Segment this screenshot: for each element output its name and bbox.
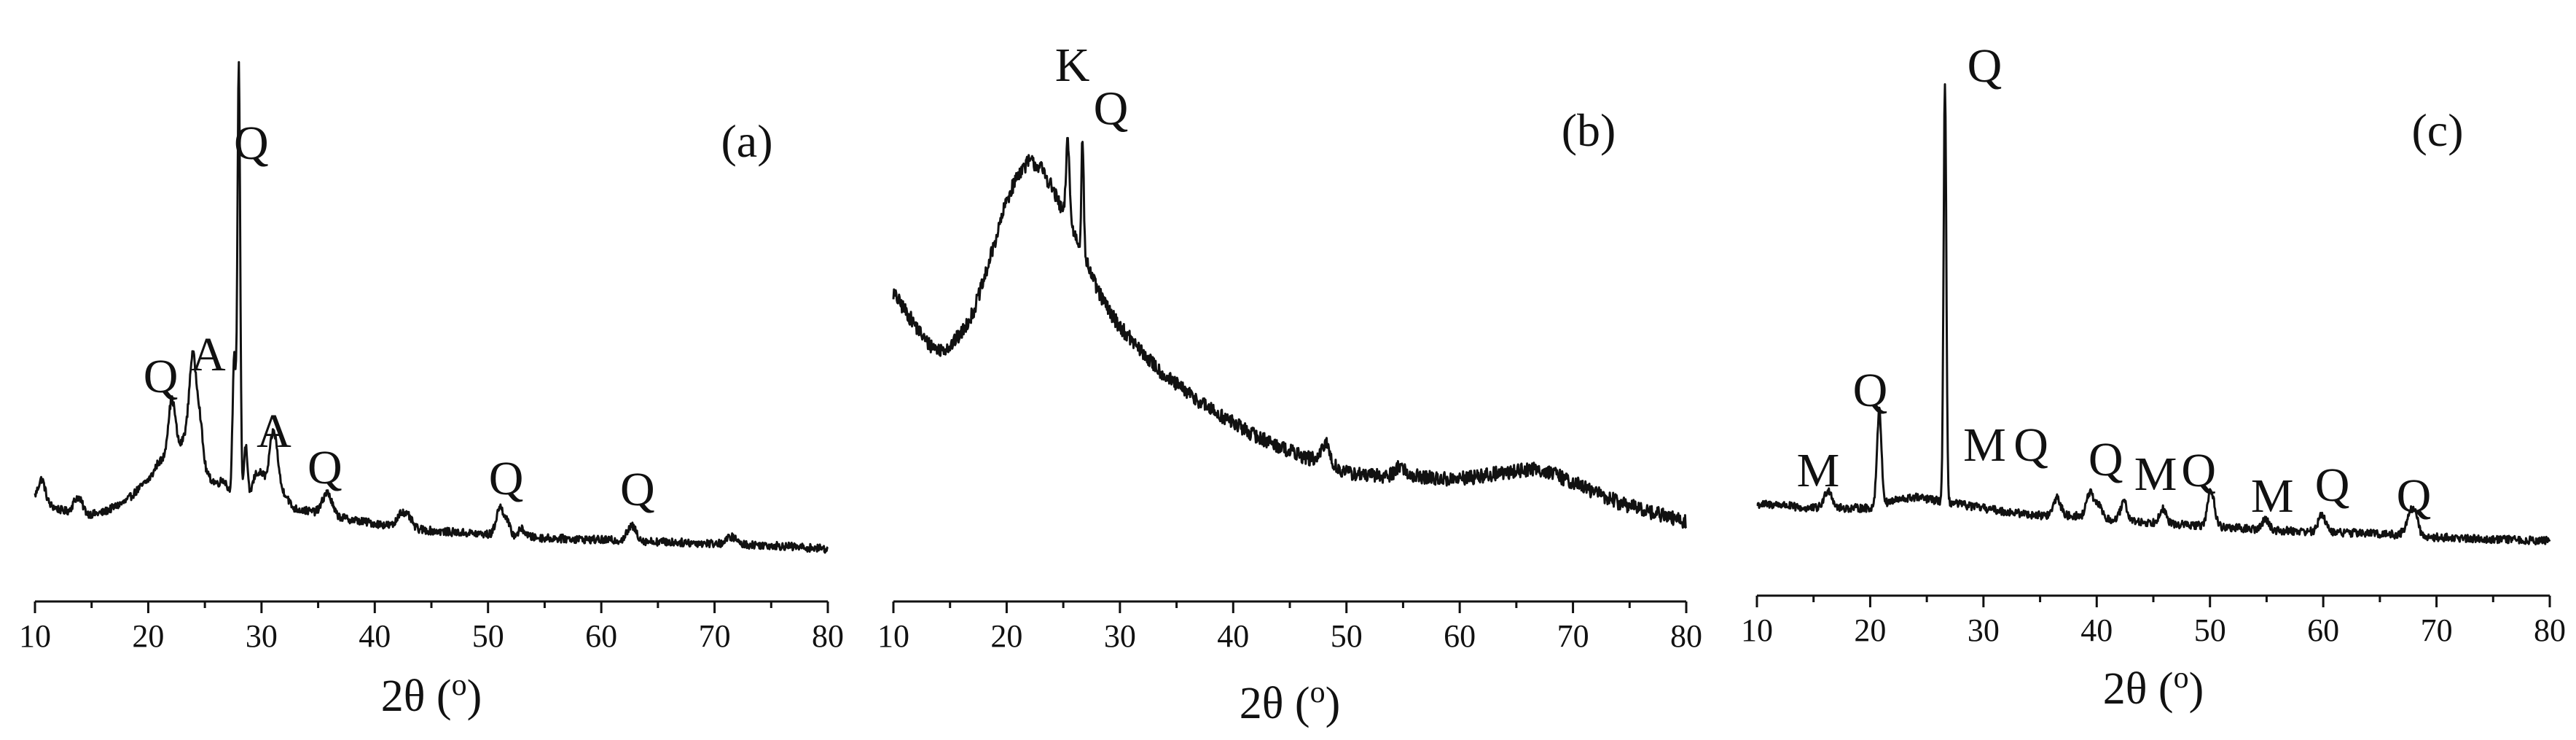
x-tick-label: 80 xyxy=(812,618,844,654)
x-tick-label: 40 xyxy=(359,618,391,654)
peak-label: A xyxy=(257,405,291,458)
peak-label: Q xyxy=(1968,39,2003,93)
peak-label: Q xyxy=(144,350,179,403)
peak-label: A xyxy=(191,328,226,381)
peak-label: M xyxy=(1963,418,2006,472)
x-tick-label: 30 xyxy=(1104,618,1136,654)
x-tick-label: 30 xyxy=(246,618,278,654)
x-tick-label: 10 xyxy=(1741,612,1773,648)
panel-label: (a) xyxy=(721,115,772,167)
x-tick-label: 50 xyxy=(472,618,504,654)
peak-label: Q xyxy=(308,441,342,494)
x-tick-label: 70 xyxy=(699,618,731,654)
peak-label: Q xyxy=(2397,470,2432,523)
x-tick-label: 60 xyxy=(585,618,617,654)
xrd-trace xyxy=(1756,83,2551,546)
x-tick-label: 10 xyxy=(877,618,909,654)
xrd-trace xyxy=(892,136,1688,529)
x-tick-label: 20 xyxy=(132,618,164,654)
x-tick-label: 20 xyxy=(990,618,1022,654)
x-tick-label: 40 xyxy=(2080,612,2113,648)
x-tick-label: 50 xyxy=(1331,618,1363,654)
x-tick-label: 10 xyxy=(19,618,51,654)
x-tick-label: 40 xyxy=(1217,618,1249,654)
xrd-trace xyxy=(34,61,829,554)
panel-b: 10 20 30 40 50 60 70 80 2θ (o) KQ (b) xyxy=(877,39,1702,728)
peak-label: Q xyxy=(2181,444,2216,497)
panel-label: (c) xyxy=(2411,104,2463,156)
x-tick-label: 80 xyxy=(1670,618,1702,654)
x-tick-label: 60 xyxy=(1444,618,1476,654)
x-tick-label: 50 xyxy=(2194,612,2226,648)
x-tick-label: 60 xyxy=(2307,612,2339,648)
x-tick-label: 70 xyxy=(2421,612,2453,648)
peak-label: Q xyxy=(620,463,655,516)
peak-label: Q xyxy=(489,452,524,505)
peak-label: M xyxy=(2134,448,2177,501)
peak-label: Q xyxy=(1094,82,1129,135)
peak-label: K xyxy=(1055,39,1090,92)
peak-label: Q xyxy=(234,117,269,170)
panel-label: (b) xyxy=(1562,104,1616,156)
peak-label: Q xyxy=(1853,364,1888,417)
peak-label: Q xyxy=(2088,433,2123,486)
x-tick-label: 70 xyxy=(1557,618,1589,654)
x-axis-title: 2θ (o) xyxy=(2103,661,2204,714)
x-tick-label: 80 xyxy=(2534,612,2566,648)
peak-label: Q xyxy=(2013,418,2048,472)
x-tick-label: 30 xyxy=(1968,612,2000,648)
peak-label: Q xyxy=(2315,459,2350,512)
peak-label: M xyxy=(1797,444,1840,497)
x-tick-label: 20 xyxy=(1854,612,1886,648)
x-axis-title: 2θ (o) xyxy=(1240,676,1341,728)
x-axis-title: 2θ (o) xyxy=(381,669,482,721)
peak-label: M xyxy=(2251,470,2294,523)
